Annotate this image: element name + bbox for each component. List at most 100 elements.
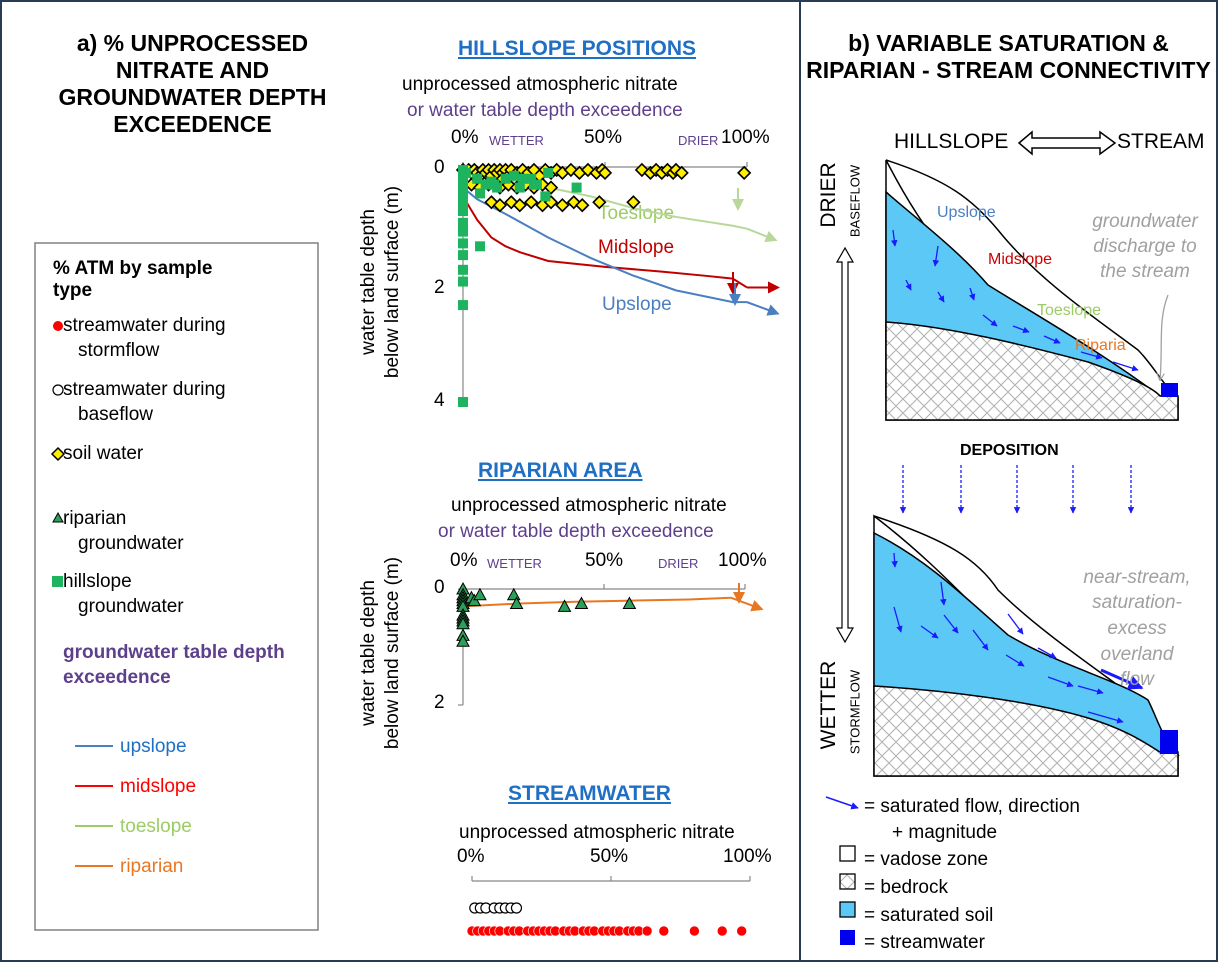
overland-flow-note: saturation- <box>1092 592 1182 613</box>
legend-label: riparian <box>63 508 127 529</box>
legend-line-label: riparian <box>120 856 184 877</box>
hillslope-gw-point <box>458 264 468 275</box>
riparian-ytick: 2 <box>434 692 445 713</box>
stormflow-streamwater-point <box>689 925 700 937</box>
hillslope-gw-point <box>458 250 468 261</box>
soil-water-point <box>626 195 641 210</box>
hillslope-ytick: 4 <box>434 390 445 411</box>
hillslope-gw-point <box>458 226 468 237</box>
baseflow-streamwater-point <box>510 902 523 914</box>
hillslope-gw-point <box>458 276 468 287</box>
stream-tick-label: 100% <box>723 846 772 867</box>
midslope-exceedence-line <box>462 195 748 289</box>
stormflow-streamwater-point <box>641 925 653 937</box>
saturated-soil-icon <box>839 901 856 918</box>
gw-discharge-note: discharge to <box>1093 236 1197 257</box>
soil-water-point <box>504 195 519 210</box>
hillslope-gw-point <box>509 170 520 181</box>
stream-points <box>466 902 747 937</box>
hillslope-gw-point <box>500 173 511 184</box>
soil-water-point <box>575 198 590 213</box>
toeslope-arrow <box>746 227 778 243</box>
soil-water-point <box>597 165 613 181</box>
riparian-gw-point <box>473 587 487 601</box>
overland-flow-arrow <box>1100 668 1144 690</box>
soil-water-marker-icon <box>50 446 66 462</box>
soil-water-point <box>555 198 570 213</box>
hillslope-gw-point <box>526 173 537 184</box>
riparian-drier: DRIER <box>658 556 699 571</box>
deposition-arrows <box>899 465 1135 514</box>
hillslope-gw-point <box>514 182 525 193</box>
legend-label: streamwater during <box>63 379 226 400</box>
hillslope-gw-point <box>458 182 468 193</box>
soil-water-point <box>592 195 607 210</box>
toeslope-label: Toeslope <box>1037 302 1102 319</box>
baseflow-cross-section <box>885 159 1179 421</box>
hillslope-points <box>455 162 752 407</box>
overland-flow-note: excess <box>1107 618 1167 639</box>
hillslope-drier: DRIER <box>678 133 719 148</box>
soil-water-point <box>512 198 527 213</box>
upslope-label: Upslope <box>937 204 996 221</box>
panel-b-title: b) VARIABLE SATURATION & RIPARIAN - STRE… <box>806 30 1211 83</box>
stormflow-streamwater-point <box>736 925 747 937</box>
key-label: = bedrock <box>864 877 948 898</box>
stormflow-cross-section <box>873 514 1180 777</box>
hillslope-subtitle-2: or water table depth exceedence <box>407 100 683 121</box>
bedrock <box>873 685 1179 777</box>
stream-label: STREAM <box>1117 130 1205 153</box>
stormflow-streamwater-point <box>658 925 670 937</box>
riparian-gw-point <box>557 599 572 612</box>
riparian-lines <box>462 583 764 612</box>
conceptual-diagram <box>825 159 1180 945</box>
key-label: = saturated soil <box>864 905 994 926</box>
legend-line-label: upslope <box>120 736 187 757</box>
hillslope-gw-point <box>517 173 528 184</box>
riparian-arrow <box>730 596 764 612</box>
riparian-tick-label: 0% <box>450 550 478 571</box>
legend-label: groundwater <box>78 596 184 617</box>
soil-water-point <box>543 180 559 195</box>
soil-water-point <box>492 198 508 213</box>
streamwater <box>1160 730 1178 754</box>
legend-label: groundwater <box>78 533 184 554</box>
riparian-exceedence-line <box>462 596 731 608</box>
riparian-gw-point <box>509 596 524 609</box>
panel-a-title: a) % UNPROCESSED NITRATE AND GROUNDWATER… <box>58 30 327 137</box>
hillslope-gw-point <box>571 182 582 193</box>
hillslope-gw-point <box>458 300 468 311</box>
hillslope-gw-point <box>489 179 500 190</box>
riparian-tick-label: 50% <box>585 550 624 571</box>
hillslope-gw-point <box>543 167 554 178</box>
overland-flow-note: overland <box>1100 644 1174 665</box>
legend-label: hillslope <box>63 571 132 592</box>
key-label: = vadose zone <box>864 849 989 870</box>
riparian-ytick: 0 <box>434 577 445 598</box>
hillslope-tick-label: 0% <box>451 127 479 148</box>
hillslope-gw-point <box>458 206 468 217</box>
streamwater <box>1161 383 1178 397</box>
hillslope-ytick: 0 <box>434 157 445 178</box>
legend-label: stormflow <box>78 340 160 361</box>
hillslope-lines <box>462 171 780 316</box>
riparian-wetter: WETTER <box>487 556 542 571</box>
key-label: = saturated flow, direction <box>864 796 1080 817</box>
riparian-chart-title: RIPARIAN AREA <box>478 459 643 482</box>
gw-exceedence-heading: groundwater table depth exceedence <box>63 642 285 688</box>
hillslope-gw-point <box>458 217 468 228</box>
discharge-arrow <box>1160 294 1169 380</box>
legend-label: soil water <box>63 443 144 464</box>
hillslope-gw-point <box>480 179 491 190</box>
riparian-points <box>456 581 637 647</box>
overland-flow-note: near-stream, <box>1083 567 1191 588</box>
toeslope-curve-label: Toeslope <box>598 203 675 224</box>
stormflow-marker-icon <box>53 321 63 331</box>
bedrock-icon <box>839 873 856 890</box>
flow-arrows <box>891 552 1124 724</box>
hillslope-tick-label: 50% <box>584 127 623 148</box>
riparian-triangle-icon <box>52 511 64 523</box>
gw-discharge-note: the stream <box>1100 261 1190 282</box>
